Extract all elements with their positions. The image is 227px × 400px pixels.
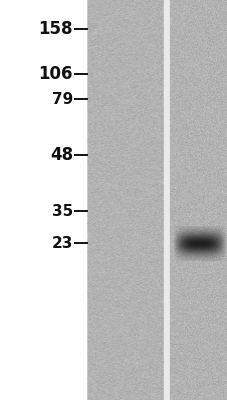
Text: 35: 35 xyxy=(52,204,73,219)
Text: 158: 158 xyxy=(38,20,73,38)
Text: 79: 79 xyxy=(52,92,73,107)
Text: 106: 106 xyxy=(38,65,73,83)
Text: 23: 23 xyxy=(51,236,73,251)
Text: 48: 48 xyxy=(50,146,73,164)
